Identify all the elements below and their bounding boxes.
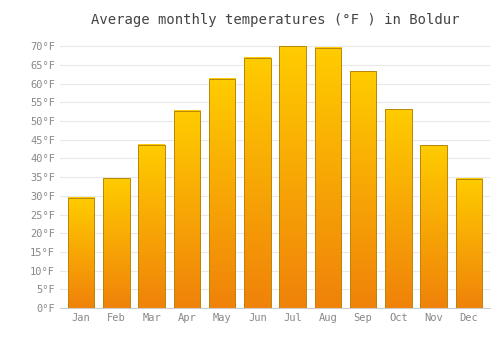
Bar [244, 58, 270, 308]
Bar [314, 48, 341, 308]
Bar [138, 145, 165, 308]
Bar [456, 179, 482, 308]
Bar [280, 46, 306, 308]
Bar [350, 71, 376, 308]
Bar [68, 198, 94, 308]
Bar [385, 109, 411, 308]
Title: Average monthly temperatures (°F ) in Boldur: Average monthly temperatures (°F ) in Bo… [91, 13, 459, 27]
Bar [420, 145, 447, 308]
Bar [103, 178, 130, 308]
Bar [209, 79, 236, 308]
Bar [174, 111, 200, 308]
